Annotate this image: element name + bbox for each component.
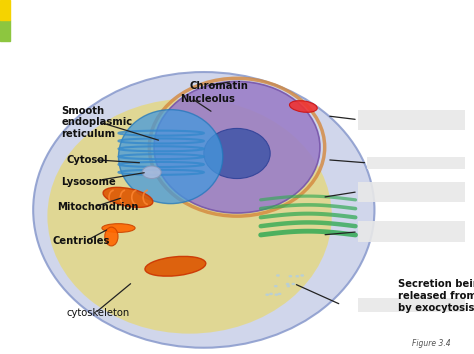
- Text: Cytosol: Cytosol: [66, 155, 108, 165]
- FancyBboxPatch shape: [358, 222, 465, 242]
- Text: Nucleolus: Nucleolus: [180, 94, 235, 104]
- Ellipse shape: [292, 283, 295, 285]
- Text: Chromatin: Chromatin: [190, 81, 248, 91]
- Text: Cytoplasmic Organelles: Cytoplasmic Organelles: [17, 6, 377, 35]
- Ellipse shape: [145, 256, 206, 276]
- Ellipse shape: [301, 274, 304, 277]
- FancyBboxPatch shape: [358, 298, 465, 312]
- Ellipse shape: [274, 285, 278, 287]
- Text: Secretion being
released from cell
by exocytosis: Secretion being released from cell by ex…: [398, 279, 474, 313]
- Ellipse shape: [286, 283, 290, 285]
- Ellipse shape: [118, 110, 223, 204]
- Ellipse shape: [274, 293, 278, 296]
- Ellipse shape: [269, 293, 273, 295]
- Ellipse shape: [105, 227, 118, 246]
- Text: Centrioles: Centrioles: [52, 236, 109, 246]
- Ellipse shape: [265, 293, 269, 296]
- Text: Figure 3.4: Figure 3.4: [412, 339, 450, 348]
- Ellipse shape: [290, 101, 317, 112]
- Bar: [0, 0, 10, 21]
- Ellipse shape: [102, 224, 135, 233]
- Bar: [0, 21, 10, 41]
- Ellipse shape: [154, 81, 320, 213]
- Ellipse shape: [47, 99, 332, 333]
- Ellipse shape: [276, 274, 280, 277]
- Ellipse shape: [295, 275, 299, 278]
- Ellipse shape: [142, 166, 161, 178]
- Text: Lysosome: Lysosome: [62, 177, 117, 187]
- FancyBboxPatch shape: [358, 110, 465, 130]
- Ellipse shape: [33, 72, 374, 348]
- Text: cytoskeleton: cytoskeleton: [66, 308, 129, 318]
- Ellipse shape: [204, 129, 270, 178]
- Ellipse shape: [278, 293, 282, 295]
- FancyBboxPatch shape: [367, 156, 465, 169]
- Ellipse shape: [286, 285, 290, 287]
- Text: Smooth
endoplasmic
reticulum: Smooth endoplasmic reticulum: [62, 105, 133, 139]
- Text: Mitochondrion: Mitochondrion: [57, 202, 138, 212]
- Ellipse shape: [103, 187, 153, 207]
- Ellipse shape: [289, 275, 292, 278]
- FancyBboxPatch shape: [358, 182, 465, 202]
